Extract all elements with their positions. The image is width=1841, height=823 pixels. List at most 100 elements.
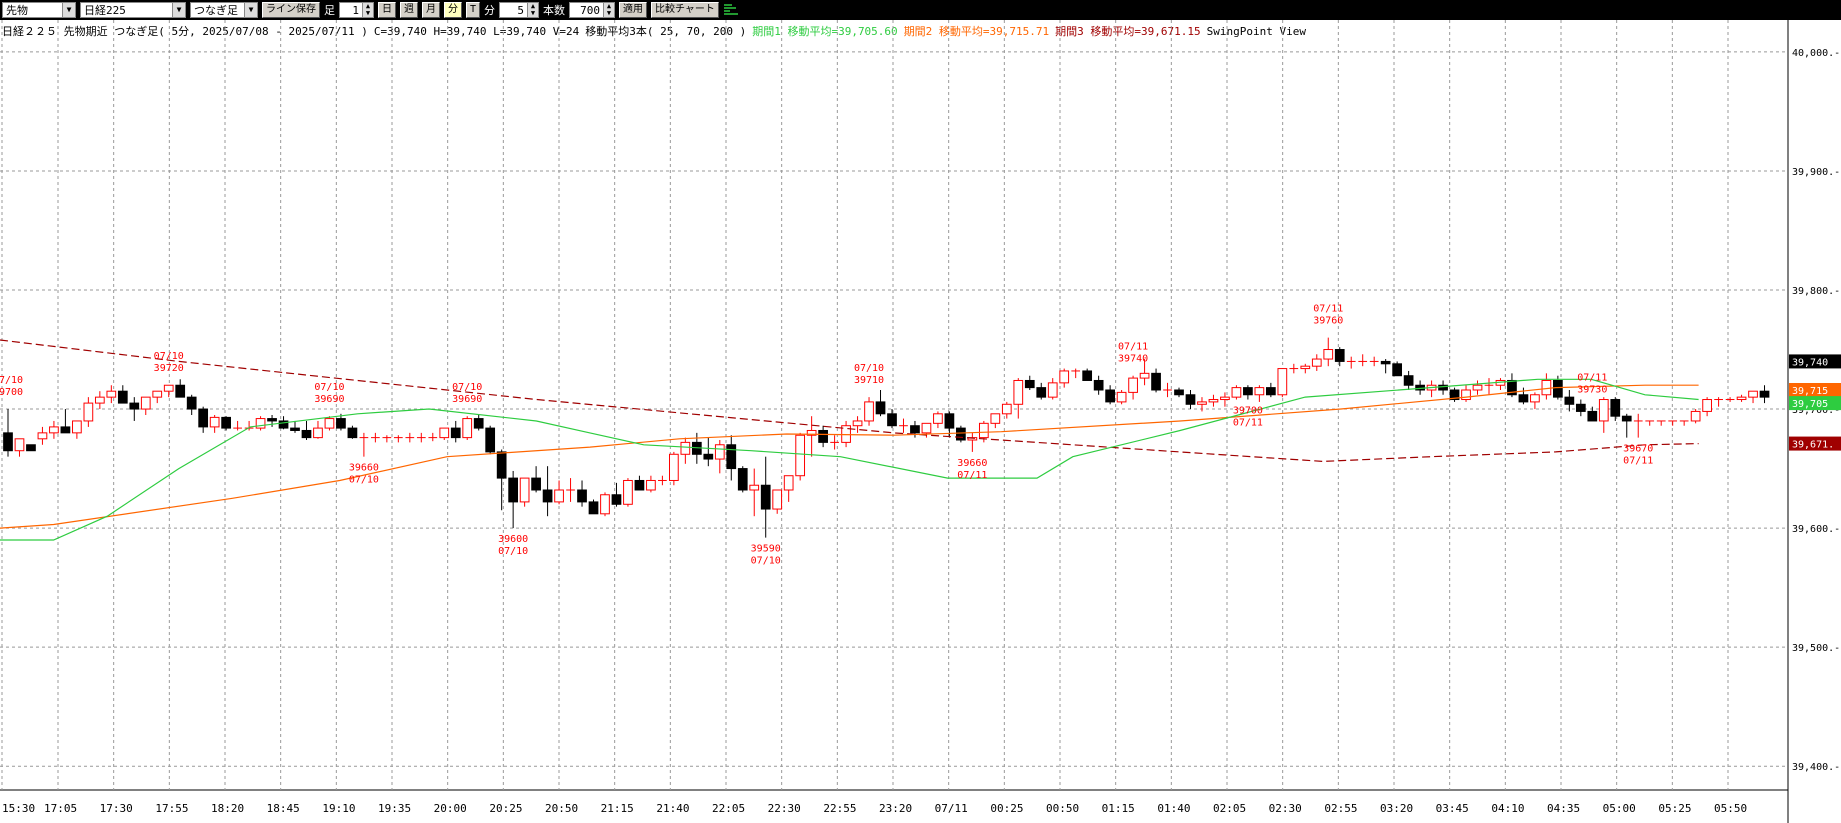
price-tag: [1789, 436, 1841, 451]
period-minute-button[interactable]: 分: [444, 2, 462, 18]
candle-body: [783, 475, 794, 491]
swing-point-label: 39660: [349, 463, 379, 474]
candle-body: [1438, 384, 1448, 391]
candle-body: [1449, 389, 1460, 401]
x-tick-label: 00:25: [990, 802, 1023, 815]
y-tick-label: 40,000.-: [1792, 48, 1840, 59]
swing-point-label: 07/10: [154, 351, 184, 362]
spin-icon[interactable]: ▲ ▼: [527, 3, 539, 17]
candle-body: [94, 396, 105, 404]
candle-body: [163, 384, 174, 392]
save-line-button[interactable]: ライン保存: [262, 2, 320, 18]
mode-select-value: つなぎ足: [194, 4, 238, 17]
x-tick-label: 02:30: [1269, 802, 1302, 815]
candle-body: [1621, 415, 1632, 422]
x-tick-label: 19:35: [378, 802, 411, 815]
candle-body: [3, 432, 13, 452]
candle-body: [795, 434, 806, 477]
swing-point-label: 39600: [498, 534, 528, 545]
minute-label: 分: [484, 4, 496, 17]
candle-body: [1323, 349, 1334, 360]
ma200-line: [0, 339, 1699, 463]
candle-body: [485, 427, 496, 453]
minute-input[interactable]: 5 ▲ ▼: [499, 2, 540, 18]
swing-point-label: 07/10: [314, 382, 344, 393]
candle-body: [1082, 370, 1093, 381]
count-input[interactable]: 700 ▲ ▼: [569, 2, 616, 18]
candle-body: [818, 429, 828, 443]
candle-body: [1610, 399, 1621, 417]
candle-body: [772, 489, 783, 510]
candle-body: [726, 444, 737, 470]
bar-num-input[interactable]: 1 ▲ ▼: [339, 2, 374, 18]
candle-body: [60, 426, 71, 434]
candle-body: [175, 384, 186, 398]
period-day-button[interactable]: 日: [378, 2, 396, 18]
candle-body: [1392, 363, 1403, 377]
x-tick-label: 04:10: [1491, 802, 1524, 815]
candle-body: [634, 479, 645, 491]
y-tick-label: 39,700.-: [1792, 405, 1840, 416]
count-label: 本数: [543, 4, 566, 17]
apply-button[interactable]: 適用: [619, 2, 648, 18]
x-tick-label: 20:25: [489, 802, 522, 815]
price-tag: [1789, 383, 1841, 397]
candle-body: [496, 451, 507, 479]
candle-body: [1024, 379, 1035, 389]
candle-body: [921, 422, 932, 434]
ma70-line: [0, 384, 1699, 529]
swing-point-label: 07/11: [1623, 456, 1653, 467]
price-tag: [1789, 354, 1841, 369]
swing-point-label: 07/11: [957, 470, 987, 481]
bar-num-value: 1: [352, 3, 359, 17]
x-tick-label: 17:55: [155, 802, 188, 815]
candle-body: [1105, 389, 1115, 403]
candle-body: [910, 425, 920, 434]
candle-body: [1277, 368, 1288, 396]
mode-select[interactable]: つなぎ足 ▼: [190, 2, 258, 18]
candle-body: [1220, 396, 1230, 401]
chart-title: 日経２２５ 先物期近 つなぎ足( 5分, 2025/07/08 - 2025/0…: [2, 25, 368, 38]
swing-point-label: 39760: [1313, 316, 1343, 327]
candle-body: [1736, 396, 1747, 401]
chevron-down-icon: ▼: [62, 3, 75, 17]
candle-body: [588, 501, 599, 515]
x-tick-label: 22:30: [768, 802, 801, 815]
candle-body: [290, 427, 300, 431]
candle-body: [875, 401, 886, 415]
market-select[interactable]: 先物 ▼: [2, 2, 76, 18]
period-month-button[interactable]: 月: [422, 2, 440, 18]
swing-point-label: 07/11: [1577, 373, 1607, 384]
candle-body: [1231, 387, 1242, 398]
swing-point-label: 07/11: [1313, 304, 1343, 315]
candle-body: [749, 484, 760, 491]
x-tick-label: 17:30: [100, 802, 133, 815]
period-week-button[interactable]: 週: [400, 2, 418, 18]
candle-body: [1461, 389, 1471, 401]
candle-body: [1690, 410, 1701, 422]
compare-chart-button[interactable]: 比較チャート: [651, 2, 719, 18]
candle-body: [600, 494, 610, 515]
candle-body: [1403, 375, 1414, 386]
x-tick-label: 01:40: [1157, 802, 1190, 815]
candle-body: [1036, 387, 1047, 398]
x-tick-label: 03:45: [1436, 802, 1469, 815]
price-tag-label: 39,740: [1792, 357, 1828, 368]
spin-icon[interactable]: ▲ ▼: [603, 3, 615, 17]
candle-body: [221, 416, 231, 429]
ma3-readout: 期間3 移動平均=39,671.15: [1055, 25, 1201, 38]
spin-icon[interactable]: ▲ ▼: [362, 3, 373, 17]
period-tick-button[interactable]: T: [466, 2, 481, 18]
candle-body: [1151, 372, 1161, 391]
price-tag-label: 39,705: [1792, 399, 1828, 410]
candle-body: [1575, 403, 1586, 412]
index-select[interactable]: 日経225 ▼: [80, 2, 186, 18]
candle-body: [577, 489, 587, 503]
chart-settings-icon[interactable]: [723, 3, 741, 17]
candle-body: [1013, 379, 1024, 405]
candle-body: [324, 418, 335, 429]
swing-point-label: 07/10: [349, 475, 379, 486]
ma-description: 移動平均3本( 25, 70, 200 ): [585, 25, 747, 38]
candle-body: [864, 401, 874, 422]
